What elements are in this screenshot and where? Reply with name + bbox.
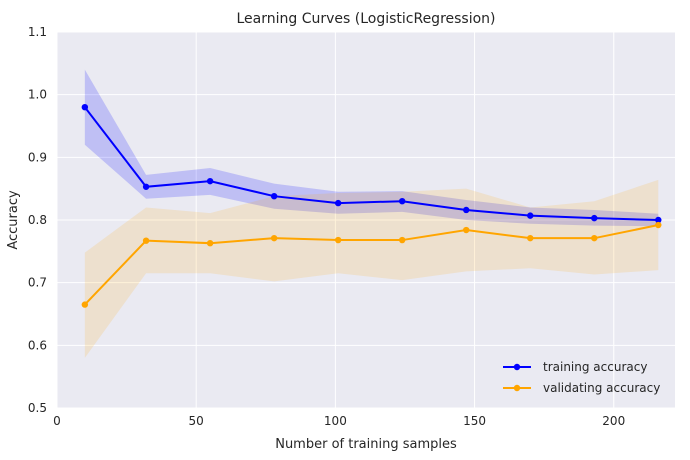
training-accuracy-point [334, 199, 342, 207]
x-tick-label: 50 [189, 414, 204, 428]
validation-accuracy-point [334, 236, 342, 244]
validation-accuracy-point [142, 237, 150, 244]
legend-label: validating accuracy [543, 381, 660, 395]
y-tick-label: 0.8 [28, 213, 47, 227]
training-accuracy-point [463, 206, 470, 214]
x-axis-label: Number of training samples [275, 437, 457, 452]
legend: training accuracy validating accuracy [503, 360, 660, 395]
validation-accuracy-point [81, 301, 89, 308]
x-tick-label: 200 [602, 414, 625, 428]
chart-title: Learning Curves (LogisticRegression) [236, 11, 495, 27]
training-accuracy-point [81, 104, 89, 111]
training-accuracy-line [84, 106, 659, 221]
validation-accuracy-point [270, 234, 278, 242]
training-accuracy-point [206, 177, 214, 185]
validation-accuracy-point [655, 221, 662, 229]
legend-marker [513, 363, 521, 371]
y-tick-label: 0.7 [28, 276, 47, 290]
validation-accuracy-line [84, 224, 659, 306]
legend-label: training accuracy [543, 360, 647, 374]
training-accuracy-point [270, 192, 278, 200]
y-tick-label: 1.1 [28, 25, 47, 39]
validation-accuracy-point [463, 226, 470, 234]
training-accuracy-point [398, 198, 406, 205]
training-accuracy-point [591, 214, 598, 222]
training-confidence-band [84, 69, 659, 227]
validation-accuracy-point [591, 234, 598, 242]
y-axis-label: Accuracy [6, 190, 21, 250]
x-tick-label: 150 [463, 414, 486, 428]
validation-accuracy-point [527, 234, 534, 242]
validation-confidence-band [84, 179, 659, 358]
training-accuracy-point [655, 216, 662, 224]
y-tick-label: 0.6 [28, 338, 47, 352]
training-accuracy-point [142, 183, 150, 190]
x-tick-label: 0 [53, 414, 61, 428]
y-tick-label: 0.5 [28, 401, 47, 415]
y-tick-label: 0.9 [28, 150, 47, 164]
validation-accuracy-point [206, 239, 214, 247]
validation-accuracy-point [398, 236, 406, 244]
legend-marker [513, 384, 521, 392]
x-tick-label: 100 [324, 414, 347, 428]
training-accuracy-point [527, 212, 534, 219]
y-tick-label: 1.0 [28, 88, 47, 102]
